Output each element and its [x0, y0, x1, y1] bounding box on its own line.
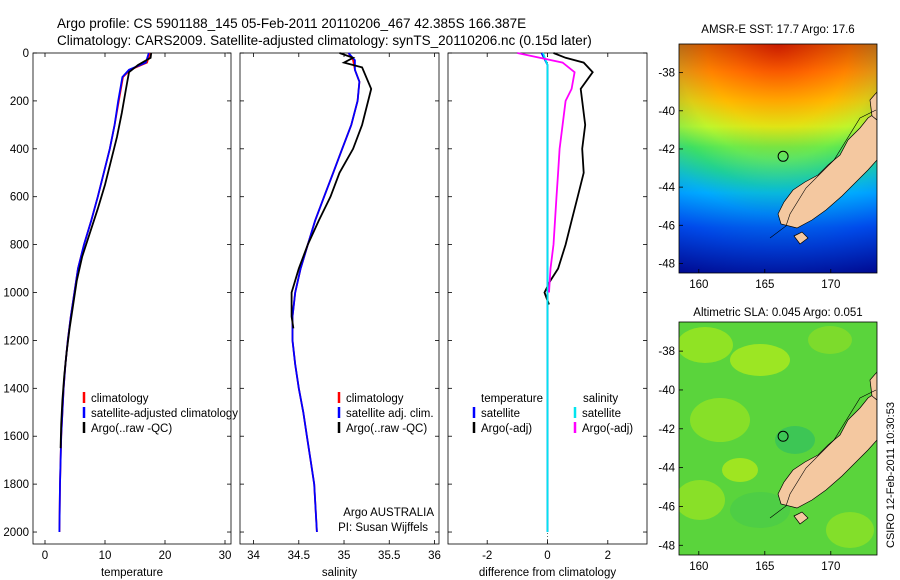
legend-heading-temperature: temperature [481, 393, 543, 405]
series-line-argo-adj- [517, 52, 576, 293]
map-y-tick-label: -42 [658, 424, 675, 436]
argo-australia-label: Argo AUSTRALIA [343, 507, 434, 519]
series-line-climatology [58, 52, 151, 533]
x-tick-label: 20 [159, 550, 172, 562]
series-line-argo-adj- [543, 52, 594, 305]
y-tick-label: 800 [10, 240, 29, 252]
map-y-tick-label: -38 [658, 68, 675, 80]
x-tick-label: -2 [482, 550, 492, 562]
map-y-tick-label: -42 [658, 144, 675, 156]
map-y-tick-label: -48 [658, 258, 675, 270]
x-axis-label: difference from climatology [479, 567, 616, 579]
profile-panel-3: -2 0 2 difference from climatology [447, 52, 648, 579]
profile-panels: 0 10 20 30020040060080010001200140016001800… [3, 48, 648, 579]
sla-map-title: Altimetric SLA: 0.045 Argo: 0.051 [693, 307, 862, 319]
legend-label: climatology [346, 393, 404, 405]
y-tick-label: 200 [10, 96, 29, 108]
y-tick-label: 0 [23, 48, 29, 60]
series-line-climatology [291, 52, 361, 533]
x-tick-label: 2 [605, 550, 611, 562]
south-island-land [777, 111, 877, 229]
map-x-tick-label: 165 [755, 561, 774, 573]
series-line-satellite-adj-clim- [291, 52, 361, 533]
legend-label: satellite [481, 408, 520, 420]
panel-frame [32, 52, 232, 545]
y-tick-label: 1600 [3, 431, 29, 443]
argo-position-marker [777, 150, 789, 162]
header-line2: Climatology: CARS2009. Satellite-adjuste… [57, 33, 592, 48]
map-y-tick-label: -40 [658, 106, 675, 118]
x-tick-label: 35 [338, 550, 351, 562]
x-tick-label: 10 [99, 550, 112, 562]
y-tick-label: 1800 [3, 479, 29, 491]
credit-label: CSIRO 12-Feb-2011 10:30:53 [885, 402, 897, 548]
map-x-tick-label: 170 [821, 279, 840, 291]
legend-label: Argo(-adj) [481, 423, 532, 435]
legend-label: climatology [91, 393, 149, 405]
series-line-satellite [542, 52, 549, 532]
y-tick-label: 2000 [3, 527, 29, 539]
sst-map: AMSR-E SST: 17.7 Argo: 17.6 160 165 170 -38… [658, 24, 878, 291]
argo-position-marker-sla [777, 430, 789, 442]
profile-panel-2: 34 34.5 35 35.5 36 salinity [239, 52, 441, 579]
series-line-satellite-adjusted-climatology [58, 52, 150, 533]
sst-map-title: AMSR-E SST: 17.7 Argo: 17.6 [701, 24, 854, 36]
map-x-tick-label: 165 [755, 279, 774, 291]
y-tick-label: 1400 [3, 383, 29, 395]
x-tick-label: 34.5 [288, 550, 310, 562]
legend-label: Argo(..raw -QC) [346, 423, 427, 435]
map-x-tick-label: 160 [689, 561, 708, 573]
x-tick-label: 35.5 [378, 550, 400, 562]
legend-label: Argo(-adj) [582, 423, 633, 435]
map-y-tick-label: -38 [658, 346, 675, 358]
map-y-tick-label: -40 [658, 385, 675, 397]
x-axis-label: temperature [101, 567, 163, 579]
legends: climatology satellite-adjusted climatolog… [82, 392, 633, 534]
header-line1: Argo profile: CS 5901188_145 05-Feb-2011… [57, 16, 526, 31]
x-tick-label: 0 [42, 550, 48, 562]
series-line-argo-raw-qc- [59, 52, 153, 449]
x-tick-label: 30 [219, 550, 232, 562]
legend-heading-salinity: salinity [583, 393, 618, 405]
legend-label: satellite adj. clim. [346, 408, 434, 420]
y-tick-label: 600 [10, 192, 29, 204]
x-axis-label: salinity [322, 567, 357, 579]
x-tick-label: 36 [428, 550, 441, 562]
series-line-argo-raw-qc- [290, 52, 373, 329]
legend-label: satellite-adjusted climatology [91, 408, 238, 420]
sla-map: Altimetric SLA: 0.045 Argo: 0.051 160 165… [658, 307, 878, 573]
pi-label: PI: Susan Wijffels [338, 522, 428, 534]
map-y-tick-label: -48 [658, 540, 675, 552]
x-tick-label: 34 [247, 550, 260, 562]
profile-panel-1: 0 10 20 30 0 200 400 600 800 1000 1200 1400 1600 1800… [3, 48, 232, 579]
map-x-tick-label: 160 [689, 279, 708, 291]
map-y-tick-label: -44 [658, 463, 675, 475]
map-y-tick-label: -46 [658, 220, 675, 232]
map-y-tick-label: -44 [658, 182, 675, 194]
stewart-island-land [793, 231, 809, 245]
north-island-land [869, 91, 877, 121]
legend-label: satellite [582, 408, 621, 420]
legend-label: Argo(..raw -QC) [91, 423, 172, 435]
y-tick-label: 1200 [3, 335, 29, 347]
y-tick-label: 400 [10, 144, 29, 156]
x-tick-label: 0 [544, 550, 550, 562]
map-y-tick-label: -46 [658, 501, 675, 513]
panel-frame [239, 52, 440, 545]
map-x-tick-label: 170 [821, 561, 840, 573]
y-tick-label: 1000 [3, 288, 29, 300]
